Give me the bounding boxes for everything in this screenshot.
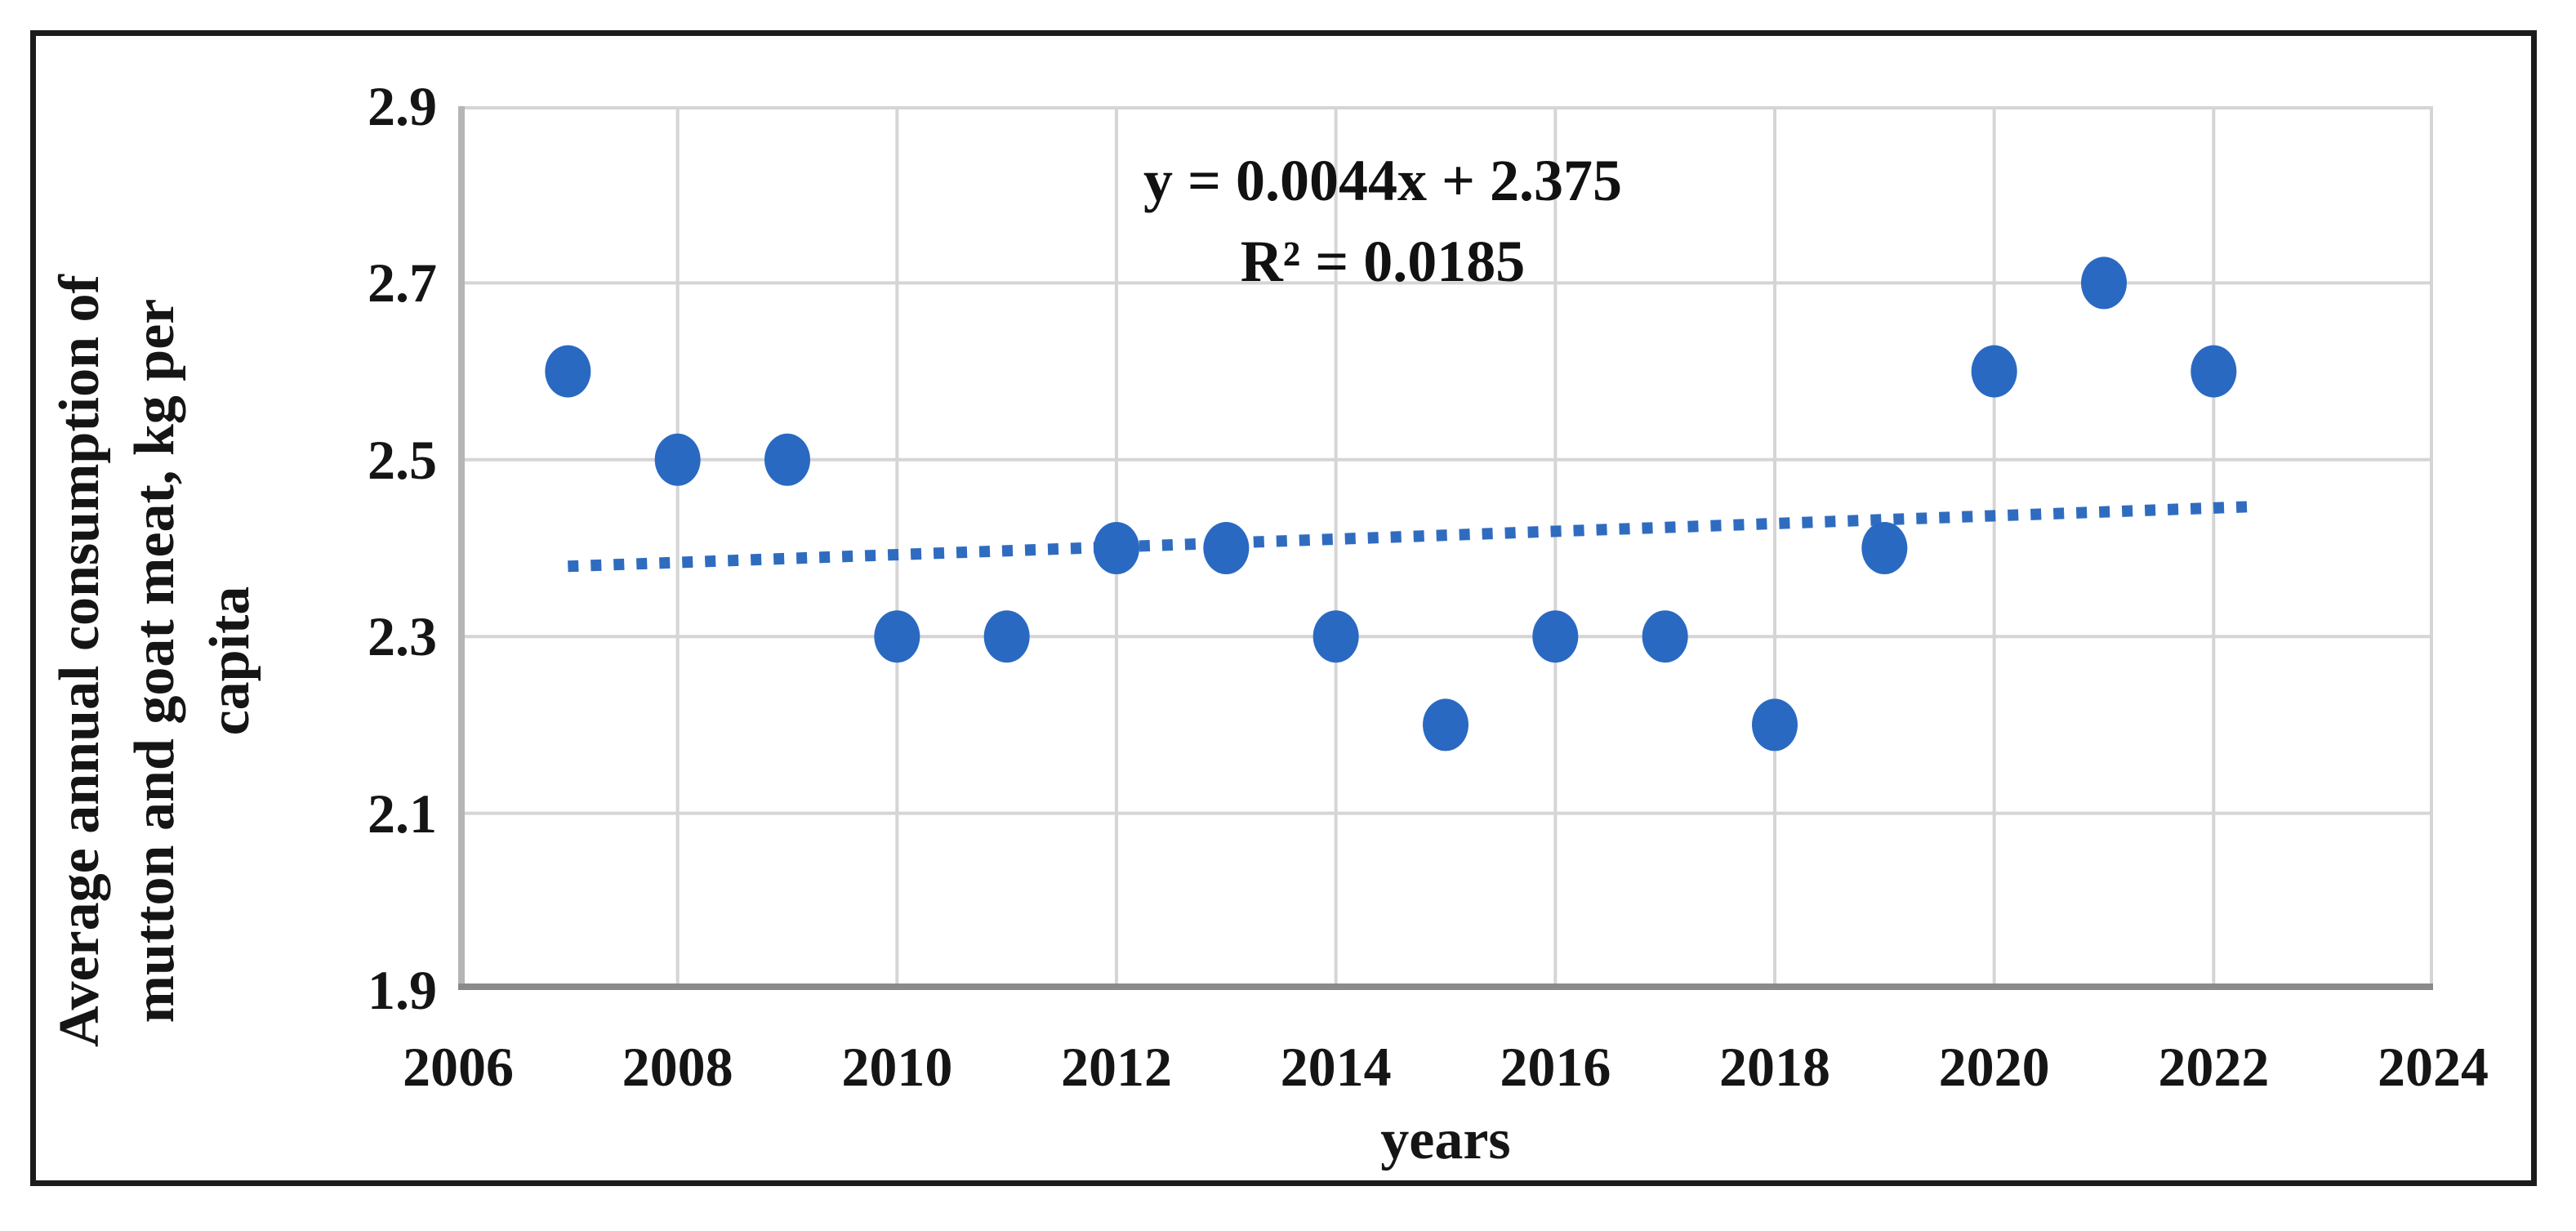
data-point: [983, 610, 1030, 663]
x-tick-label: 2008: [622, 1036, 733, 1098]
y-tick-label: 2.1: [368, 782, 437, 845]
data-point: [545, 345, 591, 398]
data-point: [1423, 698, 1468, 752]
x-axis-title: years: [1380, 1108, 1511, 1171]
data-point: [1313, 610, 1359, 663]
data-point: [1094, 522, 1139, 574]
x-tick-label: 2010: [841, 1036, 953, 1098]
trendline-equation-text: y = 0.0044x + 2.375: [1143, 148, 1623, 213]
y-tick-label: 2.3: [368, 605, 437, 668]
y-tick-label: 2.9: [368, 75, 437, 137]
x-tick-label: 2024: [2378, 1036, 2489, 1098]
trendline-r-squared: R² = 0.0185: [1240, 229, 1526, 294]
y-tick-label: 1.9: [368, 959, 437, 1021]
data-point: [874, 610, 920, 663]
figure-border: [30, 30, 2537, 1186]
y-axis-title-line: mutton and goat meat, kg per: [123, 298, 186, 1024]
data-point: [1971, 345, 2017, 398]
data-point: [1203, 522, 1250, 574]
data-point: [1861, 522, 1908, 574]
x-tick-label: 2022: [2158, 1036, 2270, 1098]
x-tick-label: 2018: [1719, 1036, 1830, 1098]
plot-area: [458, 106, 2433, 990]
y-tick-label: 2.5: [368, 428, 437, 491]
y-tick-label: 2.7: [368, 252, 437, 314]
data-point: [2081, 256, 2127, 310]
data-point: [1752, 698, 1798, 752]
trendline: [568, 501, 2253, 573]
y-axis-title: Average annual consumption of mutton and…: [42, 187, 268, 1135]
data-point: [654, 433, 701, 486]
y-axis-title-line: capita: [198, 586, 261, 736]
scatter-plot: [458, 106, 2433, 990]
data-point: [1532, 610, 1579, 663]
x-tick-label: 2014: [1280, 1036, 1392, 1098]
data-point: [1642, 610, 1688, 663]
x-tick-label: 2006: [403, 1036, 514, 1098]
trendline-equation: y = 0.0044x + 2.375 R² = 0.0185: [1143, 140, 1622, 302]
data-point: [2190, 345, 2237, 398]
y-axis-title-line: Average annual consumption of: [48, 274, 111, 1047]
data-point: [764, 433, 810, 486]
x-tick-label: 2012: [1061, 1036, 1172, 1098]
x-tick-label: 2020: [1938, 1036, 2050, 1098]
x-tick-label: 2016: [1500, 1036, 1611, 1098]
